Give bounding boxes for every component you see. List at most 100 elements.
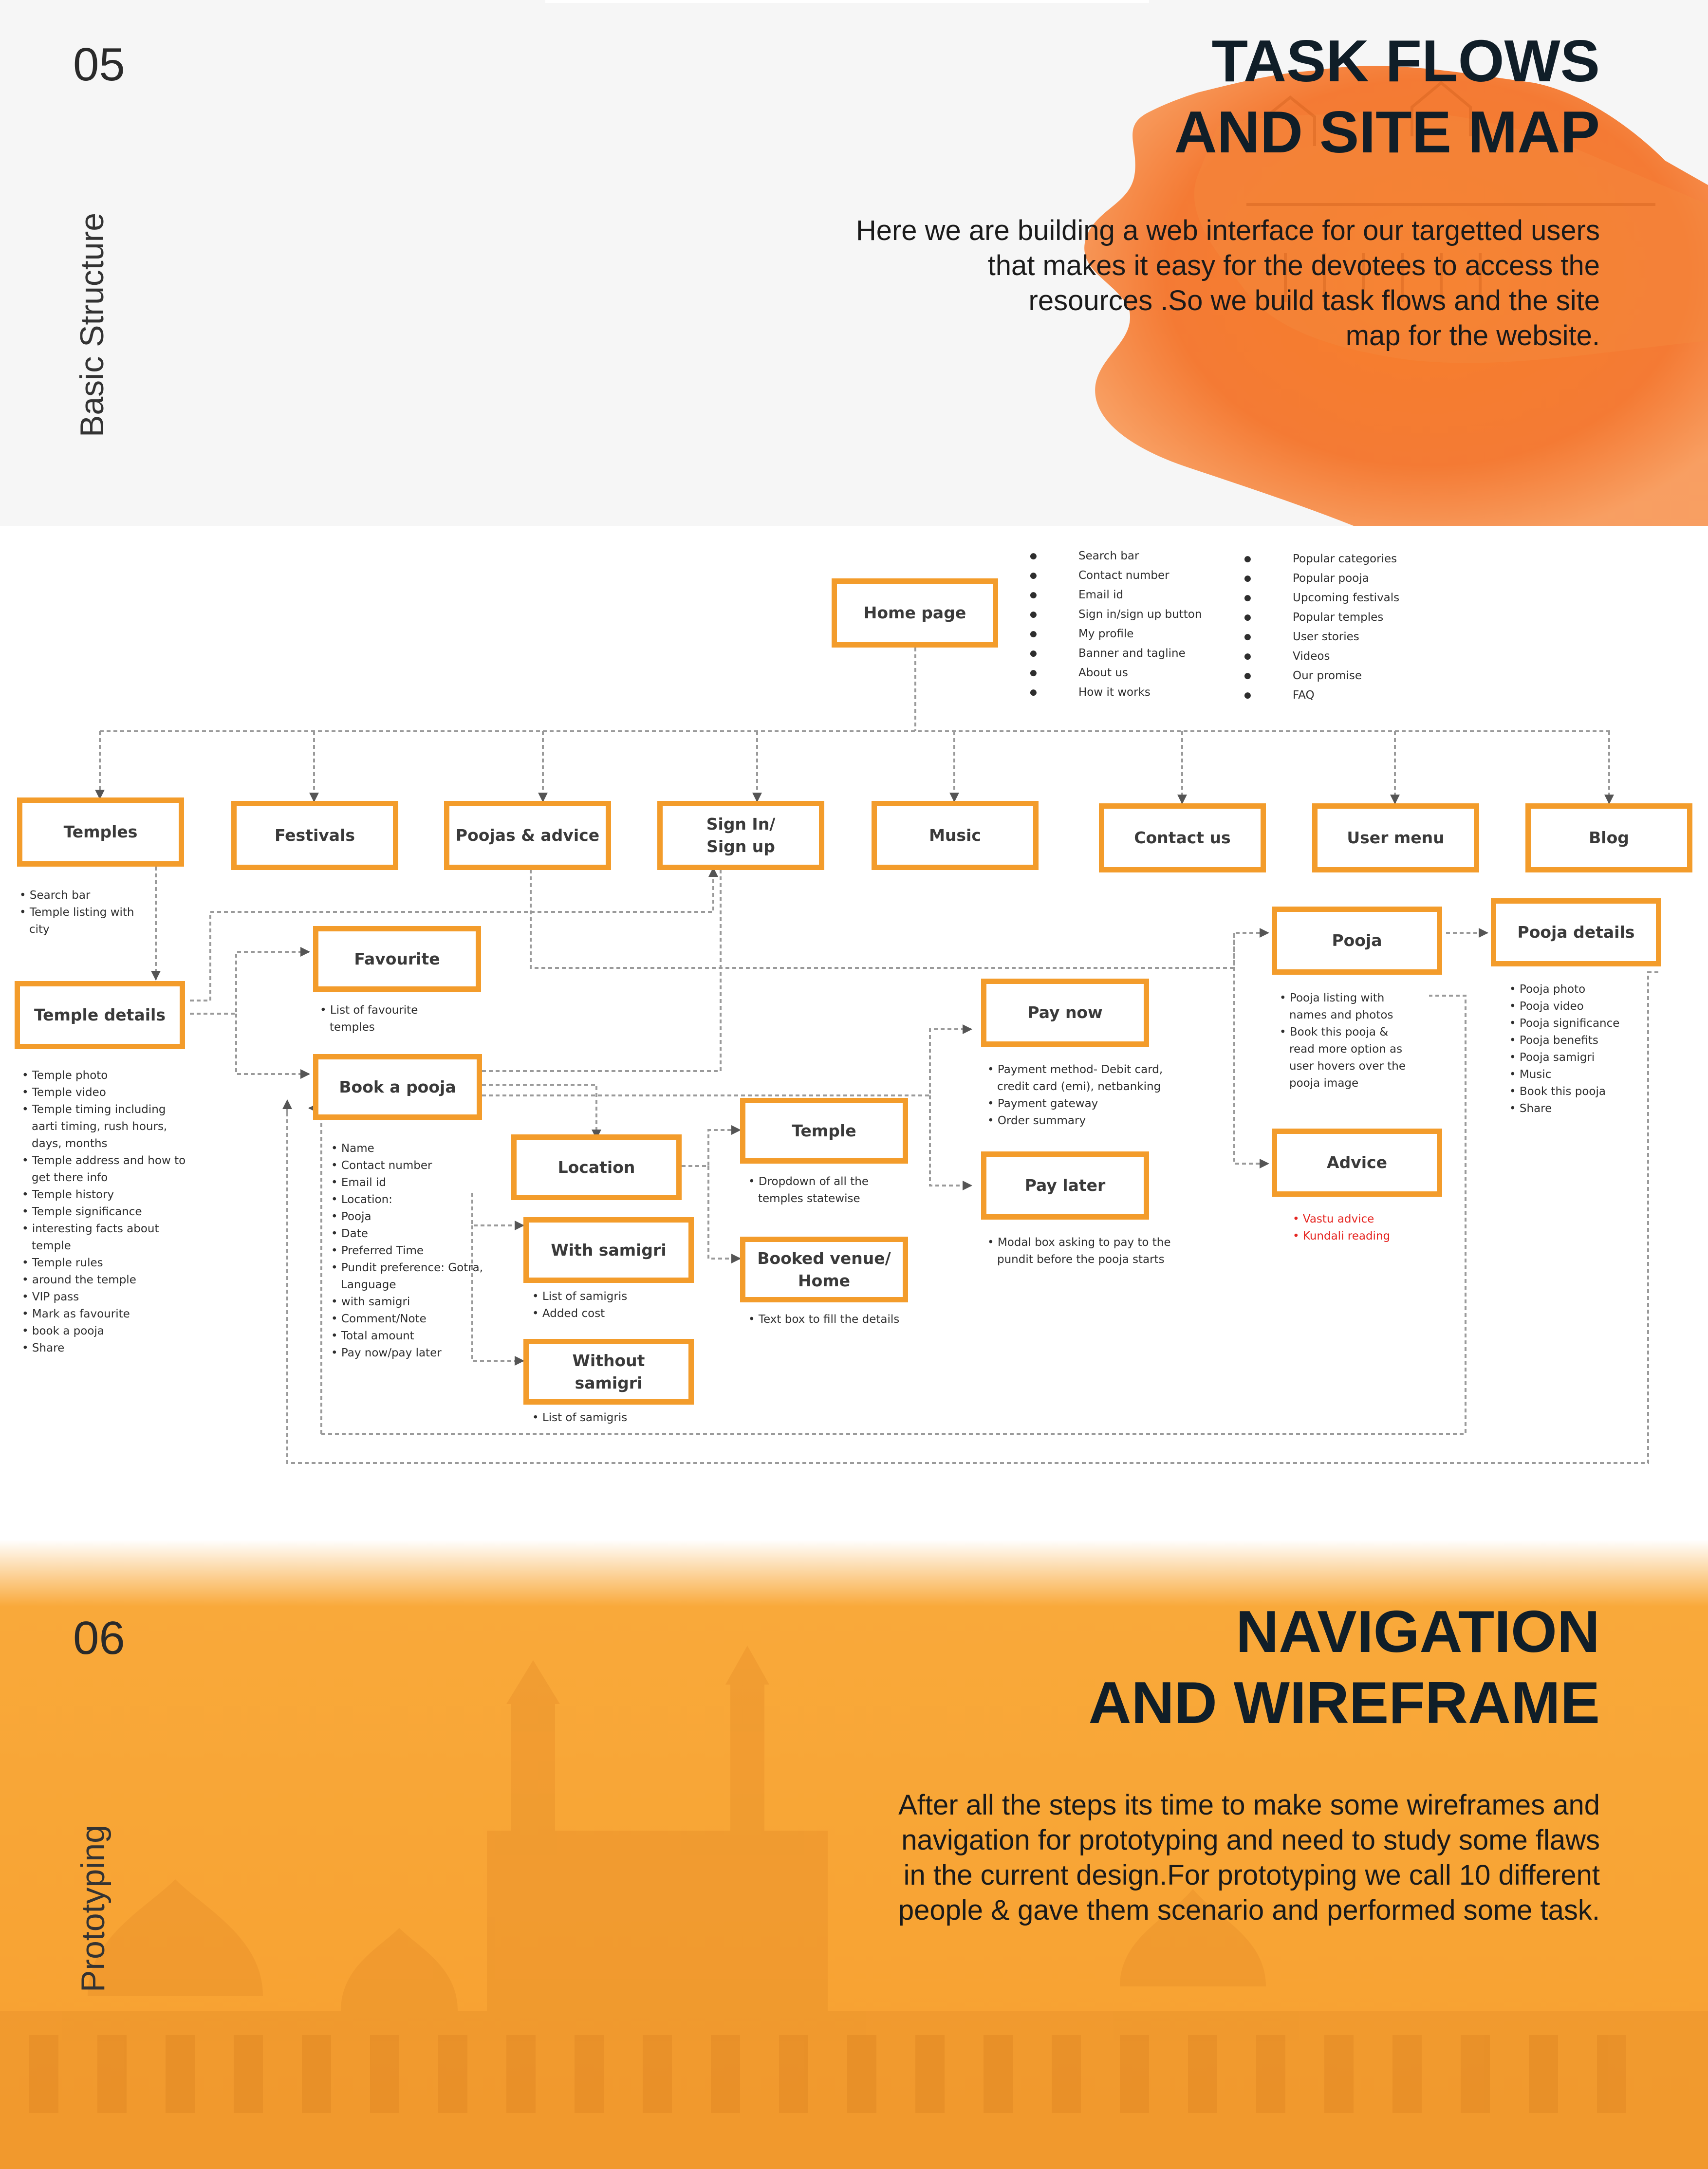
note-item: Date bbox=[331, 1225, 499, 1242]
note-item: Music bbox=[1509, 1066, 1665, 1083]
description-line: Here we are building a web interface for… bbox=[855, 215, 1600, 246]
note-item: Pooja benefits bbox=[1509, 1032, 1665, 1049]
note-item: Temple video bbox=[22, 1084, 190, 1101]
note-item: Contact number bbox=[331, 1157, 499, 1174]
node-music: Music bbox=[872, 801, 1039, 870]
home-feature: Sign in/sign up button bbox=[1030, 605, 1202, 624]
section-number: 05 bbox=[73, 38, 125, 91]
node-home-page: Home page bbox=[832, 578, 998, 648]
orange-paint-splash bbox=[545, 0, 1708, 526]
note-item: Vastu advice bbox=[1293, 1211, 1439, 1228]
note-item: Preferred Time bbox=[331, 1242, 499, 1260]
home-feature: Email id bbox=[1030, 585, 1202, 605]
home-feature: How it works bbox=[1030, 683, 1202, 702]
note-item: Search bar bbox=[19, 887, 151, 904]
section-task-flows: 05 Basic Structure TASK FLOWS AND SITE M… bbox=[0, 0, 1708, 526]
section-side-label: Prototyping bbox=[74, 1825, 111, 1992]
note-item: Location: bbox=[331, 1191, 499, 1208]
note-item: VIP pass bbox=[22, 1289, 190, 1306]
note-item: Pundit preference: Gotra, Language bbox=[331, 1260, 499, 1294]
description-line: resources .So we build task flows and th… bbox=[1028, 285, 1600, 316]
note-item: Text box to fill the details bbox=[748, 1311, 924, 1328]
note-item: Temple history bbox=[22, 1186, 190, 1204]
description-line: that makes it easy for the devotees to a… bbox=[987, 250, 1600, 281]
node-favourite: Favourite bbox=[313, 926, 481, 992]
home-feature: Search bar bbox=[1030, 546, 1202, 566]
note-item: Order summary bbox=[987, 1112, 1192, 1130]
note-item: Mark as favourite bbox=[22, 1306, 190, 1323]
node-pooja: Pooja bbox=[1272, 907, 1442, 975]
node-temple-details: Temple details bbox=[15, 981, 185, 1049]
notes-favourite: List of favourite temples bbox=[320, 1002, 466, 1036]
node-with-samigri: With samigri bbox=[523, 1217, 694, 1283]
notes-temple-details: Temple photo Temple video Temple timing … bbox=[22, 1067, 190, 1357]
node-pay-now: Pay now bbox=[981, 979, 1149, 1047]
home-features-left: Search bar Contact number Email id Sign … bbox=[1030, 546, 1202, 702]
note-item: Pooja video bbox=[1509, 998, 1665, 1015]
node-blog: Blog bbox=[1525, 803, 1692, 872]
description-line: in the current design.For prototyping we… bbox=[903, 1859, 1600, 1891]
note-item: Temple timing including aarti timing, ru… bbox=[22, 1101, 190, 1152]
section-title-line-2: AND WIREFRAME bbox=[1088, 1669, 1600, 1736]
node-sign-in: Sign In/ Sign up bbox=[657, 801, 824, 870]
notes-pay-now: Payment method- Debit card, credit card … bbox=[987, 1061, 1192, 1130]
home-feature: About us bbox=[1030, 663, 1202, 683]
note-item: Pooja samigri bbox=[1509, 1049, 1665, 1066]
note-item: Share bbox=[1509, 1100, 1665, 1117]
node-contact-us: Contact us bbox=[1099, 803, 1266, 872]
notes-pay-later: Modal box asking to pay to the pundit be… bbox=[987, 1234, 1197, 1268]
note-item: Payment method- Debit card, credit card … bbox=[987, 1061, 1192, 1095]
description-line: navigation for prototyping and need to s… bbox=[901, 1824, 1600, 1856]
note-item: Total amount bbox=[331, 1328, 499, 1345]
home-feature: Our promise bbox=[1244, 666, 1399, 686]
node-pooja-details: Pooja details bbox=[1491, 898, 1661, 966]
home-feature: Popular temples bbox=[1244, 608, 1399, 627]
node-location: Location bbox=[511, 1134, 682, 1200]
note-item: Added cost bbox=[532, 1305, 693, 1322]
home-feature: Banner and tagline bbox=[1030, 644, 1202, 663]
node-book-a-pooja: Book a pooja bbox=[313, 1054, 482, 1120]
home-feature: User stories bbox=[1244, 627, 1399, 647]
section-title: NAVIGATION AND WIREFRAME bbox=[1089, 1596, 1600, 1738]
notes-pooja-details: Pooja photo Pooja video Pooja significan… bbox=[1509, 981, 1665, 1117]
note-item: Temple listing with city bbox=[19, 904, 151, 938]
notes-with-samigri: List of samigris Added cost bbox=[532, 1288, 693, 1322]
home-feature: Contact number bbox=[1030, 566, 1202, 585]
note-item: Kundali reading bbox=[1293, 1228, 1439, 1245]
node-temple: Temple bbox=[740, 1098, 908, 1164]
note-item: Temple rules bbox=[22, 1255, 190, 1272]
section-title: TASK FLOWS AND SITE MAP bbox=[1174, 25, 1600, 167]
note-item: Share bbox=[22, 1340, 190, 1357]
home-feature: Upcoming festivals bbox=[1244, 588, 1399, 608]
description-line: people & gave them scenario and performe… bbox=[898, 1894, 1600, 1926]
site-map-diagram: Home page Search bar Contact number Emai… bbox=[0, 526, 1708, 1500]
note-item: book a pooja bbox=[22, 1323, 190, 1340]
section-title-line-1: TASK FLOWS bbox=[1211, 28, 1600, 94]
section-description: After all the steps its time to make som… bbox=[898, 1788, 1600, 1928]
home-features-right: Popular categories Popular pooja Upcomin… bbox=[1244, 549, 1399, 705]
note-item: Book this pooja & read more option as us… bbox=[1280, 1024, 1416, 1092]
note-item: interesting facts about temple bbox=[22, 1221, 190, 1255]
section-title-line-1: NAVIGATION bbox=[1236, 1598, 1600, 1665]
home-feature: FAQ bbox=[1244, 686, 1399, 705]
node-without-samigri: Without samigri bbox=[523, 1339, 694, 1405]
notes-temple: Dropdown of all the temples statewise bbox=[748, 1173, 914, 1207]
notes-temples: Search bar Temple listing with city bbox=[19, 887, 151, 938]
note-item: List of favourite temples bbox=[320, 1002, 466, 1036]
description-line: map for the website. bbox=[1345, 320, 1600, 352]
home-feature: Popular categories bbox=[1244, 549, 1399, 569]
note-item: Pooja listing with names and photos bbox=[1280, 990, 1416, 1024]
note-item: Comment/Note bbox=[331, 1311, 499, 1328]
node-temples: Temples bbox=[17, 797, 184, 867]
notes-booked-venue: Text box to fill the details bbox=[748, 1311, 924, 1328]
note-item: Pooja significance bbox=[1509, 1015, 1665, 1032]
section-number: 06 bbox=[73, 1612, 125, 1664]
node-festivals: Festivals bbox=[231, 801, 398, 870]
note-item: around the temple bbox=[22, 1272, 190, 1289]
note-item: Temple photo bbox=[22, 1067, 190, 1084]
note-item: Payment gateway bbox=[987, 1095, 1192, 1112]
home-feature: Videos bbox=[1244, 647, 1399, 666]
orange-temple-background bbox=[0, 1500, 1708, 2169]
note-item: Pooja photo bbox=[1509, 981, 1665, 998]
node-poojas-advice: Poojas & advice bbox=[444, 801, 611, 870]
